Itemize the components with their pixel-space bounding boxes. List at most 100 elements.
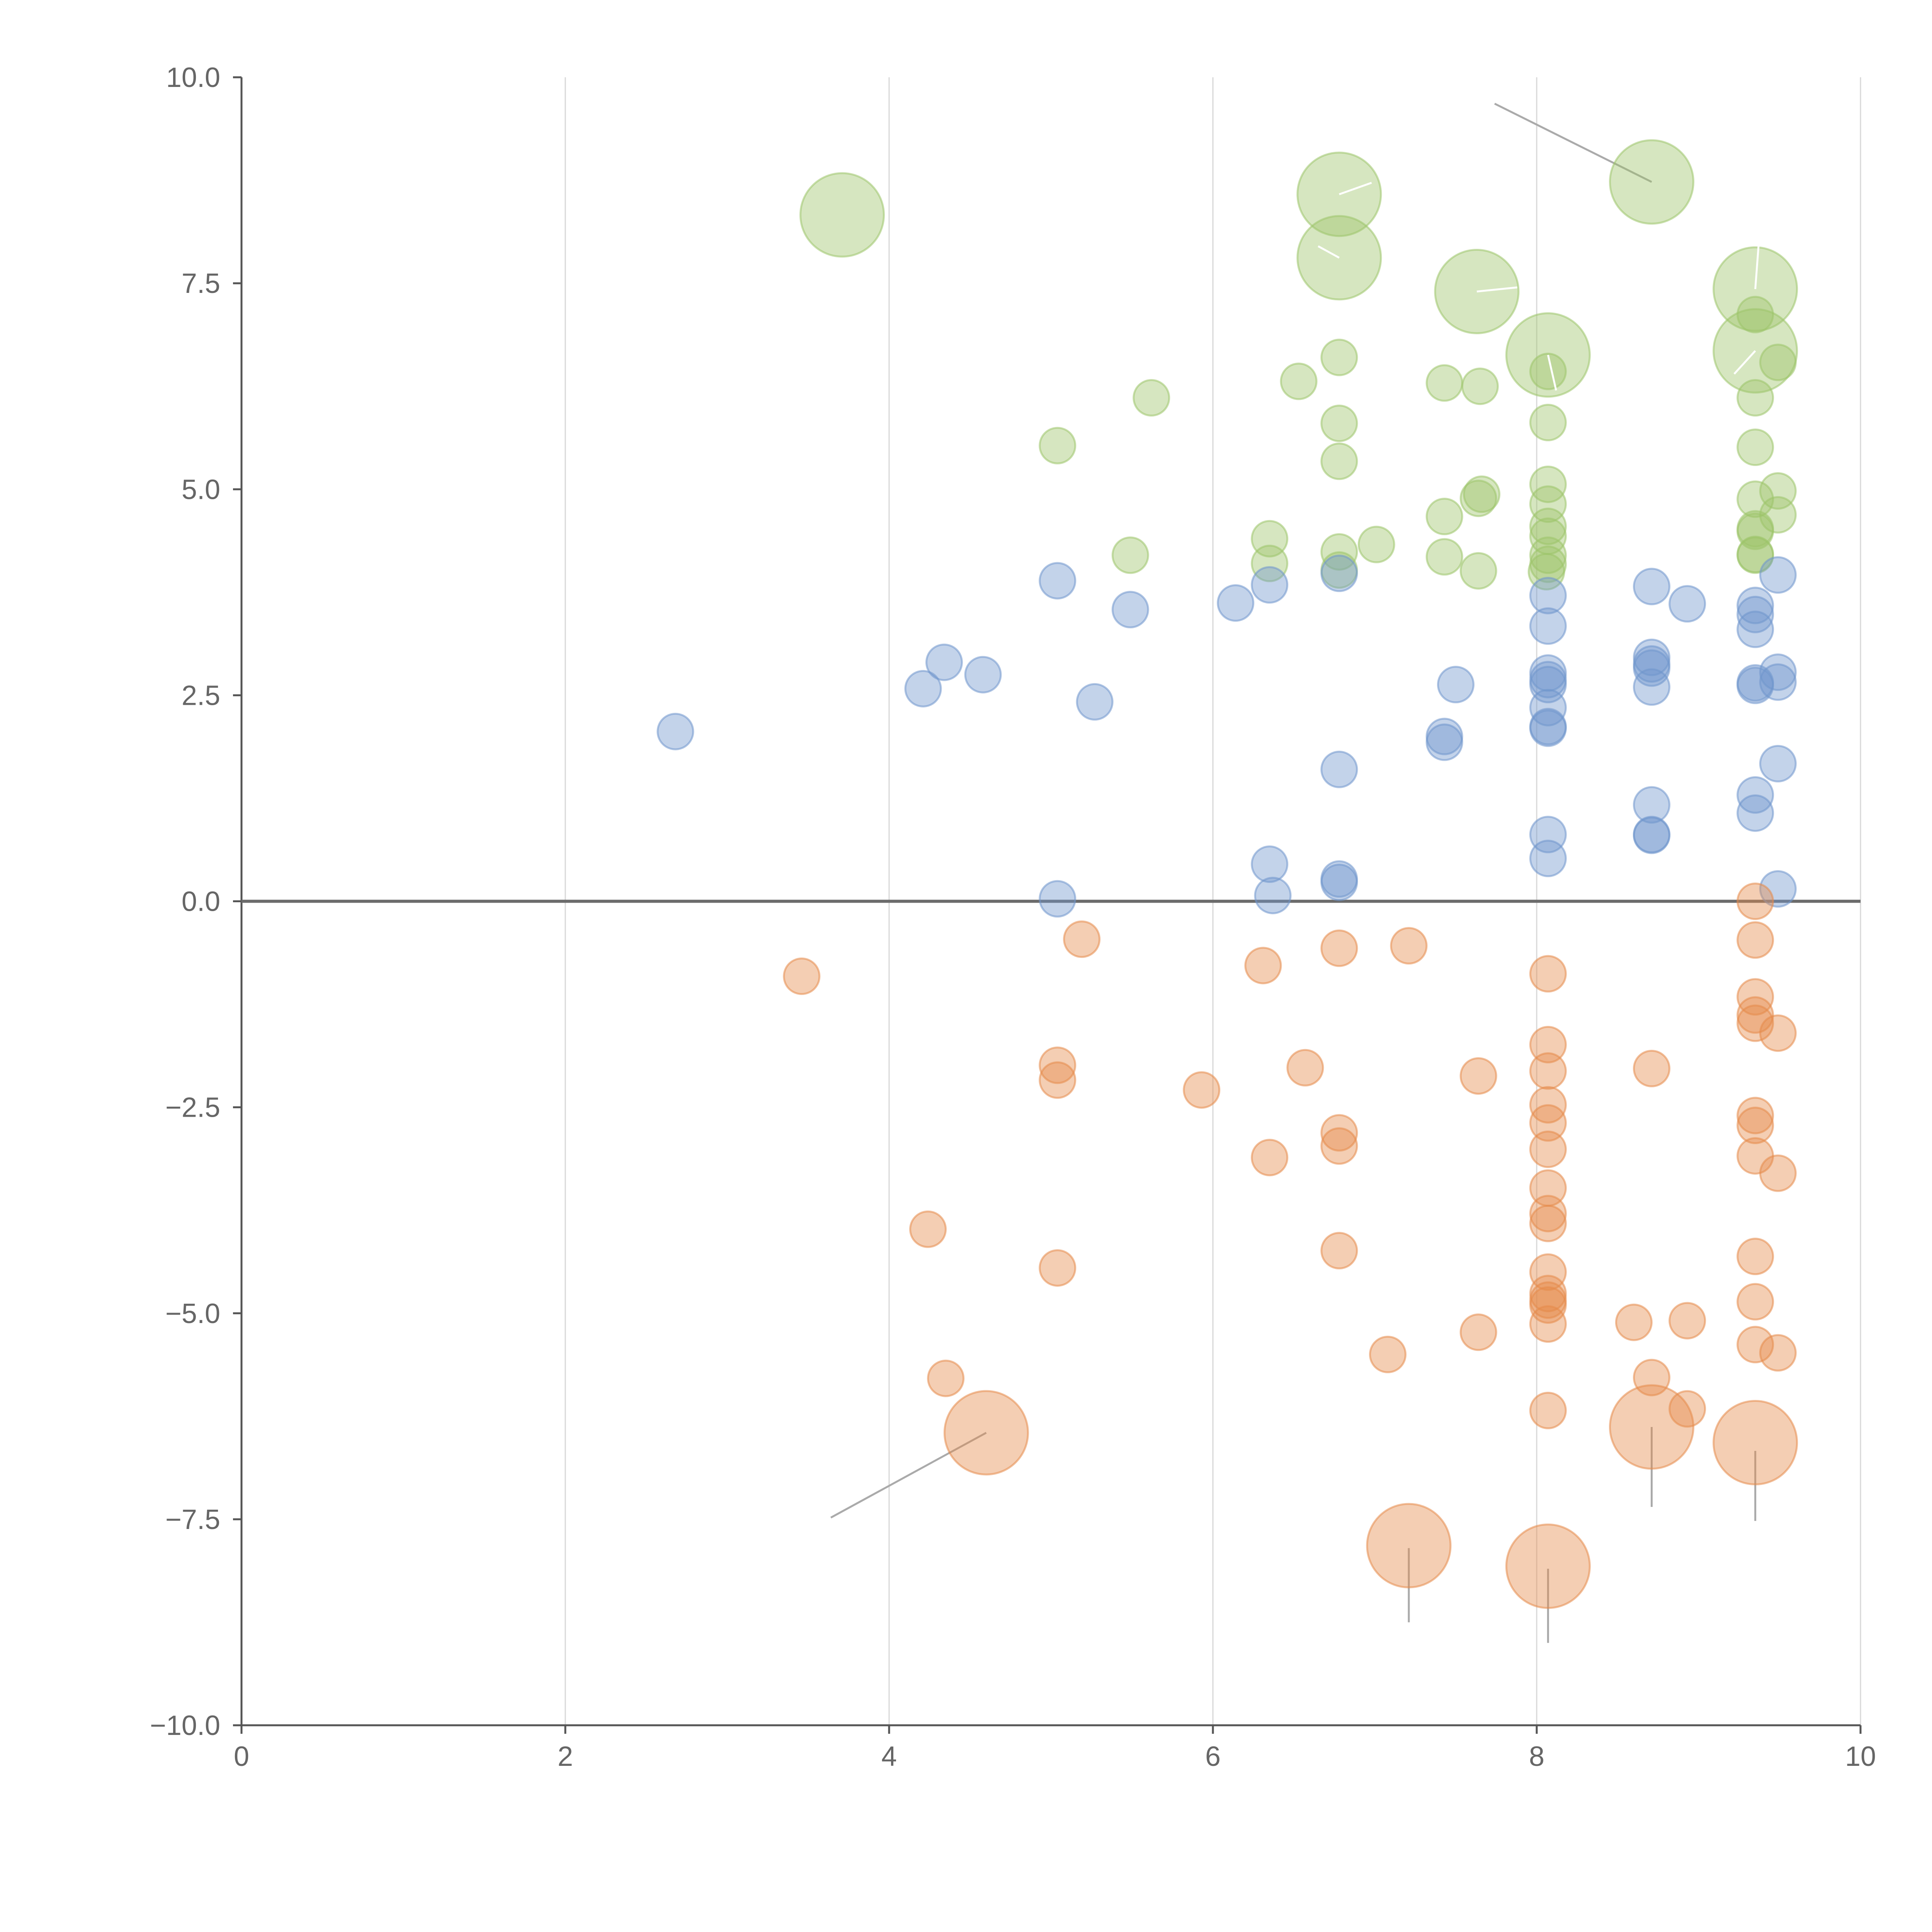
data-point — [1736, 510, 1774, 548]
data-point — [1759, 1334, 1797, 1372]
data-point — [1529, 1305, 1567, 1343]
data-point — [1759, 653, 1797, 691]
data-point — [1357, 526, 1395, 563]
data-point — [1668, 1302, 1706, 1340]
x-tick-label: 8 — [1529, 1741, 1544, 1772]
data-point — [1529, 1253, 1567, 1291]
data-point — [1529, 1052, 1567, 1090]
data-point — [1736, 1097, 1774, 1134]
data-point — [1254, 877, 1292, 915]
data-point — [1736, 1326, 1774, 1364]
data-point — [1529, 352, 1567, 390]
data-point — [1759, 556, 1797, 594]
data-point — [1529, 709, 1567, 747]
y-tick-label: 2.5 — [182, 680, 220, 711]
data-point — [1736, 1107, 1774, 1145]
data-point — [1459, 552, 1497, 590]
x-tick-label: 0 — [234, 1741, 249, 1772]
data-point — [1320, 1232, 1358, 1270]
y-tick-label: −2.5 — [165, 1092, 220, 1123]
data-point — [1736, 480, 1774, 518]
data-point — [1529, 666, 1567, 704]
y-tick-label: 5.0 — [182, 474, 220, 505]
data-point — [1736, 595, 1774, 633]
leader-line — [1494, 103, 1652, 183]
leader-line — [1318, 245, 1340, 259]
data-point — [1063, 920, 1101, 958]
data-point — [1736, 296, 1774, 333]
data-point — [1286, 1049, 1324, 1087]
data-point — [1111, 536, 1149, 574]
data-point — [1529, 577, 1567, 614]
data-point — [1251, 566, 1289, 604]
data-point — [1459, 480, 1497, 517]
data-point — [799, 172, 885, 258]
data-point — [1529, 507, 1567, 545]
data-point — [1459, 1057, 1497, 1095]
y-tick-label: −10.0 — [150, 1710, 220, 1741]
data-point — [1039, 1249, 1077, 1287]
data-point — [1320, 1114, 1358, 1152]
data-point — [1529, 1391, 1567, 1429]
data-point — [1280, 362, 1318, 400]
y-tick-label: −7.5 — [165, 1504, 220, 1535]
data-point — [783, 957, 821, 995]
data-point — [1111, 591, 1149, 629]
data-point — [1425, 364, 1463, 402]
data-point — [1529, 1130, 1567, 1168]
data-point — [1529, 1104, 1567, 1142]
data-point — [1425, 538, 1463, 576]
x-tick-label: 6 — [1205, 1741, 1221, 1772]
data-point — [1736, 611, 1774, 648]
data-point — [1736, 921, 1774, 959]
data-point — [1529, 689, 1567, 726]
data-point — [1736, 379, 1774, 417]
data-point — [1736, 996, 1774, 1034]
data-point — [1039, 1046, 1077, 1084]
data-point — [1390, 927, 1428, 965]
leader-line — [1754, 246, 1760, 289]
data-point — [1736, 1283, 1774, 1321]
data-point — [656, 713, 694, 750]
data-point — [1633, 786, 1670, 824]
data-points — [656, 139, 1798, 1609]
data-point — [943, 1390, 1029, 1476]
data-point — [1529, 485, 1567, 523]
data-point — [1076, 683, 1114, 721]
data-point — [1736, 794, 1774, 832]
data-point — [1425, 723, 1463, 761]
data-point — [1251, 1139, 1289, 1177]
data-point — [1633, 568, 1670, 605]
y-tick-label: 0.0 — [182, 886, 220, 917]
data-point — [1529, 1026, 1567, 1064]
data-point — [1759, 745, 1797, 782]
data-point — [1759, 663, 1797, 701]
data-point — [1505, 1523, 1591, 1609]
data-point — [1529, 840, 1567, 878]
data-point — [927, 1359, 965, 1397]
annotation-leaders — [830, 103, 1757, 1643]
data-point — [1366, 1503, 1452, 1588]
y-tick-label: −5.0 — [165, 1298, 220, 1329]
data-point — [1615, 1303, 1653, 1341]
leader-line — [1338, 182, 1372, 196]
data-point — [1633, 649, 1670, 687]
data-point — [1759, 870, 1797, 908]
leader-line — [1733, 350, 1756, 375]
data-point — [904, 670, 942, 707]
data-point — [1320, 750, 1358, 788]
data-point — [1633, 1049, 1670, 1087]
data-point — [1133, 379, 1170, 417]
data-point — [1736, 428, 1774, 466]
data-point — [1529, 1195, 1567, 1233]
x-tick-label: 4 — [881, 1741, 897, 1772]
data-point — [1251, 544, 1289, 582]
data-point — [1437, 666, 1475, 704]
data-point — [1320, 338, 1358, 376]
data-point — [1320, 1127, 1358, 1165]
data-point — [1736, 883, 1774, 920]
leader-line — [1547, 355, 1557, 391]
x-tick-label: 10 — [1845, 1741, 1876, 1772]
data-point — [1529, 465, 1567, 503]
axes: 0 2 4 6 8 10 −10.0 −7.5 −5.0 −2.5 0.0 2.5 5.0 7.5 10.0 — [150, 62, 1876, 1772]
